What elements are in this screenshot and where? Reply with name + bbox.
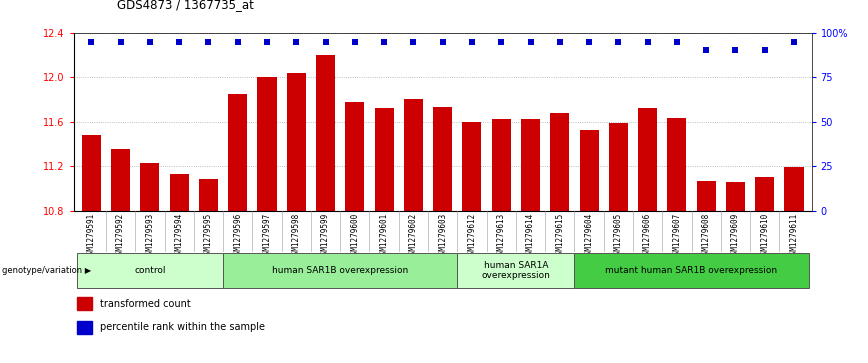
Text: human SAR1A
overexpression: human SAR1A overexpression <box>482 261 550 280</box>
Bar <box>141 163 160 211</box>
Bar <box>608 123 628 211</box>
Text: GSM1279612: GSM1279612 <box>468 213 477 259</box>
Text: GSM1279607: GSM1279607 <box>673 213 681 259</box>
Bar <box>169 174 188 211</box>
Bar <box>755 177 774 211</box>
Bar <box>463 122 482 211</box>
Text: human SAR1B overexpression: human SAR1B overexpression <box>272 266 408 275</box>
Text: control: control <box>135 266 166 275</box>
Text: GSM1279610: GSM1279610 <box>760 213 769 259</box>
Bar <box>521 119 540 211</box>
Text: GSM1279599: GSM1279599 <box>321 213 330 259</box>
Point <box>728 48 742 53</box>
Text: GSM1279594: GSM1279594 <box>174 213 184 259</box>
Text: GDS4873 / 1367735_at: GDS4873 / 1367735_at <box>117 0 254 11</box>
Bar <box>575 253 809 288</box>
Text: GSM1279604: GSM1279604 <box>584 213 594 259</box>
Bar <box>433 107 452 211</box>
Point <box>700 48 713 53</box>
Text: GSM1279615: GSM1279615 <box>556 213 564 259</box>
Point <box>611 38 625 44</box>
Bar <box>258 77 277 211</box>
Text: GSM1279606: GSM1279606 <box>643 213 652 259</box>
Bar <box>82 135 101 211</box>
Point <box>201 38 215 44</box>
Point <box>348 38 362 44</box>
Text: GSM1279593: GSM1279593 <box>146 213 155 259</box>
Bar <box>785 167 804 211</box>
Bar <box>111 150 130 211</box>
Bar <box>375 108 394 211</box>
Point <box>553 38 567 44</box>
Text: GSM1279611: GSM1279611 <box>790 213 799 259</box>
Point <box>378 38 391 44</box>
Bar <box>491 119 510 211</box>
Text: GSM1279609: GSM1279609 <box>731 213 740 259</box>
Text: GSM1279602: GSM1279602 <box>409 213 418 259</box>
Point <box>787 38 801 44</box>
Bar <box>697 180 716 211</box>
Point <box>758 48 772 53</box>
Point <box>319 38 332 44</box>
Text: transformed count: transformed count <box>100 298 190 309</box>
Text: GSM1279613: GSM1279613 <box>496 213 506 259</box>
Point <box>670 38 684 44</box>
Point <box>260 38 274 44</box>
Bar <box>286 73 306 211</box>
Bar <box>228 94 247 211</box>
Point <box>465 38 479 44</box>
Text: GSM1279597: GSM1279597 <box>262 213 272 259</box>
Text: GSM1279598: GSM1279598 <box>292 213 301 259</box>
Point <box>641 38 654 44</box>
Bar <box>77 321 92 334</box>
Bar <box>726 182 745 211</box>
Text: GSM1279614: GSM1279614 <box>526 213 535 259</box>
Text: percentile rank within the sample: percentile rank within the sample <box>100 322 265 332</box>
Bar <box>316 55 335 211</box>
Bar <box>457 253 575 288</box>
Point <box>231 38 245 44</box>
Point <box>143 38 157 44</box>
Text: GSM1279603: GSM1279603 <box>438 213 447 259</box>
Point <box>436 38 450 44</box>
Text: GSM1279600: GSM1279600 <box>351 213 359 259</box>
Point <box>523 38 537 44</box>
Point <box>406 38 420 44</box>
Point <box>114 38 128 44</box>
Text: GSM1279596: GSM1279596 <box>233 213 242 259</box>
Point <box>84 38 98 44</box>
Text: GSM1279605: GSM1279605 <box>614 213 623 259</box>
Bar <box>76 253 223 288</box>
Bar <box>580 131 599 211</box>
Text: GSM1279601: GSM1279601 <box>379 213 389 259</box>
Text: genotype/variation ▶: genotype/variation ▶ <box>2 266 91 275</box>
Bar <box>667 118 687 211</box>
Text: GSM1279591: GSM1279591 <box>87 213 95 259</box>
Bar <box>199 179 218 211</box>
Point <box>582 38 596 44</box>
Text: GSM1279595: GSM1279595 <box>204 213 213 259</box>
Text: GSM1279592: GSM1279592 <box>116 213 125 259</box>
Text: mutant human SAR1B overexpression: mutant human SAR1B overexpression <box>606 266 778 275</box>
Bar <box>550 113 569 211</box>
Bar <box>404 99 423 211</box>
Point <box>289 38 303 44</box>
Bar <box>345 102 365 211</box>
Bar <box>77 297 92 310</box>
Text: GSM1279608: GSM1279608 <box>701 213 711 259</box>
Point <box>172 38 186 44</box>
Bar <box>638 108 657 211</box>
Bar <box>223 253 457 288</box>
Point <box>494 38 508 44</box>
